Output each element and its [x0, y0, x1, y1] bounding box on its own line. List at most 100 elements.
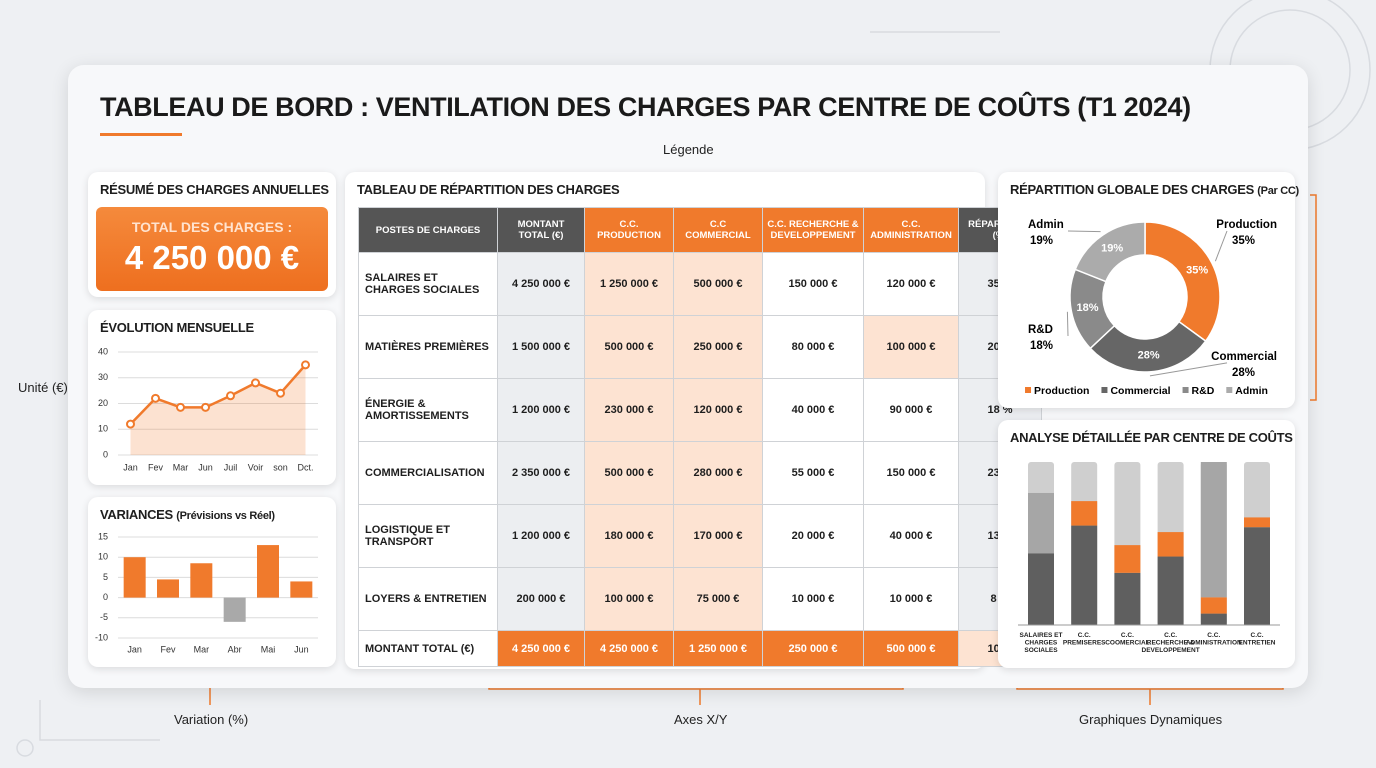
- table-cell: 230 000 €: [584, 378, 674, 442]
- chart-title: RÉPARTITION GLOBALE DES CHARGES: [1010, 182, 1254, 197]
- x-tick-label: Mar: [194, 644, 210, 654]
- panel-title: ANALYSE DÉTAILLÉE PAR CENTRE DE COÛTS: [1010, 430, 1293, 445]
- total-box: TOTAL DES CHARGES : 4 250 000 €: [96, 207, 328, 291]
- table-cell: 10 000 €: [863, 567, 959, 631]
- x-tick-label: Jun: [294, 644, 309, 654]
- legend-label: Production: [1034, 385, 1089, 397]
- outer-value: 35%: [1232, 235, 1255, 247]
- donut-slice: [1074, 221, 1146, 283]
- table-row: SALAIRES ET CHARGES SOCIALES 4 250 000 €1…: [358, 252, 1042, 316]
- annotation: Axes X/Y: [674, 712, 728, 727]
- bar: [257, 545, 279, 598]
- x-tick-label: Mar: [173, 462, 189, 472]
- total-cell: MONTANT TOTAL (€): [358, 630, 498, 667]
- y-tick-label: 0: [103, 449, 108, 459]
- outer-name: Admin: [1028, 219, 1064, 231]
- page-title: TABLEAU DE BORD : VENTILATION DES CHARGE…: [100, 92, 1191, 122]
- header-cell: C.C COMMERCIAL: [673, 207, 763, 253]
- x-tick-label: Fev: [160, 644, 176, 654]
- total-cell: 4 250 000 €: [497, 630, 585, 667]
- x-tick-label: C.C. PREMISERES: [1063, 632, 1106, 647]
- point: [226, 391, 235, 401]
- table-cell: ÉNERGIE & AMORTISSEMENTS: [358, 378, 498, 442]
- area: [130, 364, 306, 455]
- pie-panel: RÉPARTITION GLOBALE DES CHARGES (Par CC)…: [998, 172, 1299, 408]
- table-row: LOYERS & ENTRETIEN 200 000 €100 000 €75 0…: [358, 567, 1042, 631]
- table-cell: 20 000 €: [762, 504, 864, 568]
- table-cell: 120 000 €: [673, 378, 763, 442]
- table-cell: LOGISTIQUE ET TRANSPORT: [358, 504, 498, 568]
- table-cell: 280 000 €: [673, 441, 763, 505]
- table-cell: 120 000 €: [863, 252, 959, 316]
- charges-table: POSTES DE CHARGES MONTANT TOTAL (€) C.C. P…: [358, 207, 1042, 667]
- total-cell: 250 000 €: [762, 630, 864, 667]
- table-cell: 40 000 €: [762, 378, 864, 442]
- total-cell: 4 250 000 €: [584, 630, 674, 667]
- point: [201, 402, 210, 412]
- bar-segment: [1071, 525, 1098, 625]
- line-panel: ÉVOLUTION MENSUELLE 0 10 20 30 40 Jan Fev Mar Ju…: [88, 310, 336, 485]
- bar: [157, 579, 179, 598]
- header-cell: C.C. PRODUCTION: [584, 207, 674, 253]
- leader-line: [1067, 230, 1101, 233]
- panel-title: TABLEAU DE RÉPARTITION DES CHARGES: [357, 182, 620, 197]
- table-header-row: POSTES DE CHARGES MONTANT TOTAL (€) C.C. P…: [358, 207, 1042, 253]
- bar: [223, 597, 246, 622]
- table-cell: 1 500 000 €: [497, 315, 585, 379]
- table-row: MATIÈRES PREMIÈRES 1 500 000 €500 000 €25…: [358, 315, 1042, 379]
- bar-segment: [1200, 597, 1227, 614]
- y-tick-label: 30: [98, 372, 108, 382]
- y-tick-label: 5: [103, 572, 108, 582]
- x-tick-label: Jan: [123, 462, 138, 472]
- x-tick-label: Jun: [198, 462, 213, 472]
- table-cell: 40 000 €: [863, 504, 959, 568]
- x-tick-label: Mai: [261, 644, 276, 654]
- x-tick-label: Juil: [224, 462, 238, 472]
- bar-segment: [1028, 492, 1054, 554]
- legend: Production Commercial R&D Admin: [1025, 385, 1268, 397]
- outer-name: Commercial: [1211, 351, 1277, 363]
- legend-label: Admin: [1235, 385, 1268, 397]
- panel-title: RÉSUMÉ DES CHARGES ANNUELLES: [100, 182, 329, 197]
- leader-line: [1149, 362, 1228, 377]
- bar-segment: [1071, 501, 1098, 526]
- legend-label: Commercial: [1110, 385, 1170, 397]
- annotation: Variation (%): [174, 712, 249, 727]
- table-cell: 500 000 €: [673, 252, 763, 316]
- legend-label: R&D: [1192, 385, 1215, 397]
- y-tick-label: -10: [95, 632, 108, 642]
- table-cell: 100 000 €: [863, 315, 959, 379]
- outer-value: 19%: [1030, 235, 1053, 247]
- annotation: Unité (€): [18, 380, 68, 395]
- table-cell: 170 000 €: [673, 504, 763, 568]
- x-tick-label: Abr: [228, 644, 242, 654]
- table-cell: 150 000 €: [762, 252, 864, 316]
- table-cell: SALAIRES ET CHARGES SOCIALES: [358, 252, 498, 316]
- title-underline: [100, 133, 182, 136]
- table-cell: 500 000 €: [584, 315, 674, 379]
- table-row: ÉNERGIE & AMORTISSEMENTS 1 200 000 €230 0…: [358, 378, 1042, 442]
- table-box: POSTES DE CHARGES MONTANT TOTAL (€) C.C. P…: [358, 207, 1042, 667]
- y-tick-label: 10: [98, 552, 108, 562]
- summary-panel: RÉSUMÉ DES CHARGES ANNUELLES TOTAL DES C…: [88, 172, 336, 297]
- table-cell: 2 350 000 €: [497, 441, 585, 505]
- point: [126, 419, 135, 429]
- bar: [190, 563, 213, 598]
- header-cell: POSTES DE CHARGES: [358, 207, 498, 253]
- table-cell: 55 000 €: [762, 441, 864, 505]
- y-tick-label: 15: [98, 531, 108, 541]
- x-tick-label: son: [273, 462, 288, 472]
- header-cell: MONTANT TOTAL (€): [497, 207, 585, 253]
- bar-segment: [1114, 572, 1141, 625]
- chart-subtitle: (Par CC): [1257, 185, 1299, 197]
- table-cell: 10 000 €: [762, 567, 864, 631]
- bar-segment: [1114, 545, 1141, 573]
- point: [301, 360, 310, 370]
- table-row: LOGISTIQUE ET TRANSPORT 1 200 000 €180 00…: [358, 504, 1042, 568]
- table-cell: MATIÈRES PREMIÈRES: [358, 315, 498, 379]
- leader-line: [1214, 230, 1228, 262]
- outer-value: 28%: [1232, 367, 1255, 379]
- stacked-panel: ANALYSE DÉTAILLÉE PAR CENTRE DE COÛTS SA…: [998, 420, 1295, 668]
